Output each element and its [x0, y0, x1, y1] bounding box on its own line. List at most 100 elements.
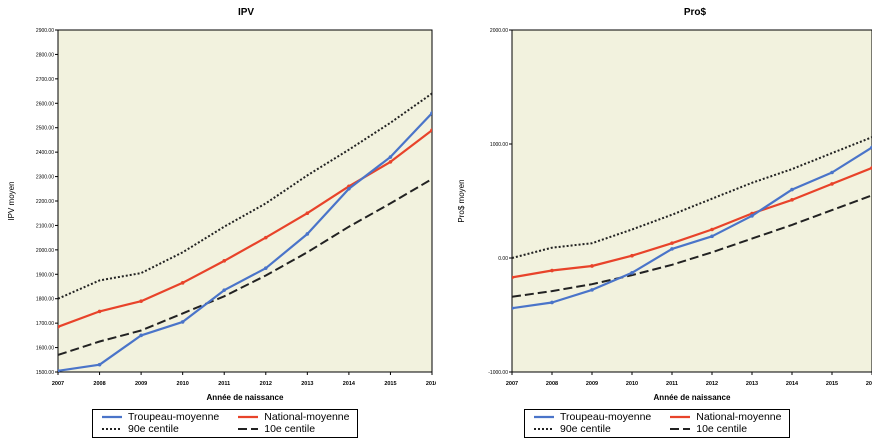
ipv-legend-entry-national-moyenne: National-moyenne: [237, 411, 349, 423]
ipv-legend-swatch-national-moyenne: [238, 415, 259, 419]
ipv-y-tick-label: 1700.00: [36, 321, 54, 327]
ipv-x-tick-label: 2014: [343, 381, 356, 387]
pro-dollar-series-national-moyenne-point: [710, 227, 714, 232]
ipv-y-tick-label: 2800.00: [36, 52, 54, 58]
ipv-chart-title: IPV: [238, 7, 254, 18]
ipv-x-axis-label: Année de naissance: [207, 393, 284, 402]
ipv-legend: Troupeau-moyenne National-moyenne 90e cent…: [92, 409, 359, 438]
pro-dollar-legend-entry-10e-centile: 10e centile: [669, 423, 781, 435]
ipv-legend-entry-90e-centile: 90e centile: [101, 423, 219, 435]
ipv-series-troupeau-moyenne-point: [305, 232, 310, 236]
ipv-legend-swatch-10e-centile: [238, 428, 259, 430]
ipv-y-tick-label: 2400.00: [36, 150, 54, 156]
ipv-x-tick-label: 2015: [384, 381, 396, 387]
pro-dollar-series-troupeau-moyenne-point: [790, 187, 794, 192]
pro-dollar-x-tick-label: 2011: [666, 381, 678, 387]
ipv-y-tick-label: 1800.00: [36, 297, 54, 303]
ipv-y-tick-label: 2500.00: [36, 126, 54, 132]
ipv-series-troupeau-moyenne-line: [58, 112, 432, 372]
pro-dollar-y-tick-label: 1000.00: [490, 142, 508, 148]
ipv-series-troupeau-moyenne-point: [222, 288, 227, 292]
pro-dollar-x-tick-label: 2013: [746, 381, 758, 387]
ipv-series-troupeau-moyenne-point: [388, 155, 393, 159]
pro-dollar-series-national-moyenne-point: [790, 198, 794, 202]
ipv-legend-label: 10e centile: [264, 423, 316, 435]
ipv-legend-label: National-moyenne: [264, 411, 350, 423]
pro-dollar-legend-label: National-moyenne: [696, 411, 782, 423]
pro-dollar-legend: Troupeau-moyenne National-moyenne 90e cent…: [524, 409, 791, 438]
pro-dollar-legend-label: 90e centile: [560, 423, 611, 435]
pro-dollar-series-troupeau-moyenne-point: [512, 306, 514, 310]
pro-dollar-series-10e-centile-line: [512, 194, 872, 298]
pro-dollar-legend-swatch-troupeau-moyenne: [534, 415, 554, 419]
pro-dollar-series-troupeau-moyenne-point: [710, 234, 714, 239]
pro-dollar-series-troupeau-moyenne-point: [630, 271, 634, 275]
pro-dollar-x-tick-label: 2009: [586, 381, 598, 387]
ipv-series-troupeau-moyenne-point: [139, 333, 143, 338]
pro-dollar-series-national-moyenne-point: [550, 268, 554, 273]
pro-dollar-series-national-moyenne-point: [590, 264, 594, 268]
ipv-legend-swatch-90e-centile: [102, 428, 122, 430]
pro-dollar-legend-swatch-90e-centile: [534, 428, 554, 430]
pro-dollar-chart-title: Pro$: [684, 7, 707, 18]
pro-dollar-y-axis-label: Pro$ moyen: [457, 179, 466, 222]
ipv-y-tick-label: 2000.00: [36, 248, 54, 254]
pro-dollar-x-tick-label: 2014: [786, 381, 799, 387]
pro-dollar-x-tick-label: 2007: [506, 381, 518, 387]
ipv-x-tick-label: 2007: [52, 381, 64, 387]
ipv-x-tick-label: 2012: [260, 381, 272, 387]
ipv-series-national-moyenne-point: [180, 281, 185, 285]
pro-dollar-x-tick-label: 2015: [826, 381, 838, 387]
pro-dollar-series-national-moyenne-point: [670, 241, 674, 245]
pro-dollar-series-troupeau-moyenne-line: [512, 146, 872, 310]
ipv-legend-entry-10e-centile: 10e centile: [237, 423, 349, 435]
pro-dollar-series-national-moyenne-line: [512, 166, 872, 279]
pro-dollar-series-troupeau-moyenne-point: [750, 214, 754, 218]
pro-dollar-y-tick-label: 0.00: [498, 256, 508, 262]
pro-dollar-y-tick-label: -1000.00: [488, 370, 508, 376]
ipv-series-group: [58, 92, 432, 372]
ipv-y-tick-label: 1600.00: [36, 346, 54, 352]
ipv-y-tick-label: 2300.00: [36, 175, 54, 181]
ipv-y-tick-label: 1500.00: [36, 370, 54, 376]
ipv-legend-label: Troupeau-moyenne: [128, 411, 220, 423]
pro-dollar-legend-entry-90e-centile: 90e centile: [533, 423, 651, 435]
ipv-series-national-moyenne-point: [430, 128, 432, 132]
pro-dollar-series-national-moyenne-point: [630, 253, 634, 258]
pro-dollar-series-national-moyenne-point: [512, 275, 514, 280]
ipv-series-troupeau-moyenne-point: [180, 320, 185, 324]
pro-dollar-series-group: [512, 136, 872, 310]
ipv-series-troupeau-moyenne-point: [97, 362, 102, 367]
pro-dollar-plot-area: [511, 29, 872, 373]
ipv-y-tick-label: 2900.00: [36, 28, 54, 34]
pro-dollar-series-troupeau-moyenne-point: [670, 247, 674, 251]
ipv-legend-swatch-troupeau-moyenne: [102, 415, 122, 419]
ipv-series-national-moyenne-point: [305, 211, 310, 216]
pro-dollar-legend-label: Troupeau-moyenne: [560, 411, 652, 423]
pro-dollar-legend-label: 10e centile: [696, 423, 748, 435]
ipv-x-tick-label: 2009: [135, 381, 147, 387]
ipv-series-troupeau-moyenne-point: [430, 111, 432, 115]
ipv-y-tick-label: 2600.00: [36, 101, 54, 107]
pro-dollar-x-axis-label: Année de naissance: [654, 393, 731, 402]
pro-dollar-series-national-moyenne-point: [830, 182, 834, 186]
pro-dollar-series-90e-centile-line: [512, 136, 872, 259]
pro-dollar-series-troupeau-moyenne-point: [830, 170, 834, 175]
ipv-y-tick-label: 1900.00: [36, 272, 54, 278]
ipv-series-national-moyenne-point: [263, 235, 268, 240]
ipv-series-troupeau-moyenne-point: [58, 368, 60, 372]
ipv-y-axis-label: IPV moyen: [7, 181, 16, 220]
ipv-y-tick-label: 2100.00: [36, 223, 54, 229]
pro-dollar-chart-panel: Pro$ -1000.00 0.00 1000.00 2000.00 2007 2008 20…: [436, 0, 872, 442]
pro-dollar-series-troupeau-moyenne-point: [550, 300, 554, 305]
ipv-series-national-moyenne-point: [97, 309, 102, 314]
ipv-series-troupeau-moyenne-point: [347, 186, 351, 191]
ipv-y-tick-label: 2700.00: [36, 77, 54, 83]
pro-dollar-legend-entry-national-moyenne: National-moyenne: [669, 411, 781, 423]
pro-dollar-legend-swatch-national-moyenne: [670, 415, 691, 419]
ipv-x-tick-label: 2011: [218, 381, 230, 387]
ipv-series-10e-centile-line: [58, 178, 432, 356]
ipv-x-tick-label: 2016: [426, 381, 436, 387]
ipv-series-national-moyenne-point: [139, 299, 143, 303]
ipv-series-national-moyenne-point: [58, 325, 60, 329]
